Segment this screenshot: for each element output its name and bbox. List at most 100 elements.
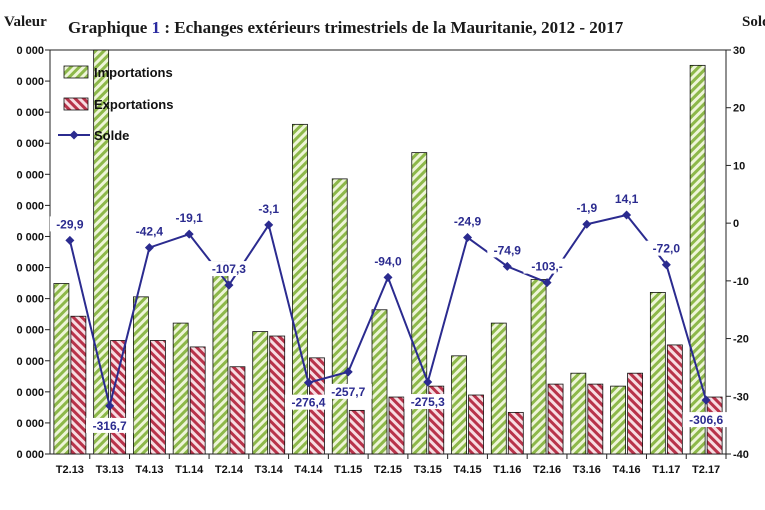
- x-tick-label: T1.15: [334, 464, 362, 476]
- right-tick-label: 0: [733, 218, 739, 230]
- data-label-bg: [682, 412, 730, 428]
- legend-export-label: Exportations: [94, 97, 173, 112]
- import-bar: [411, 152, 428, 455]
- data-label-bg: [49, 216, 90, 232]
- solde-data-label: -3,1: [258, 202, 279, 216]
- x-tick-label: T4.14: [294, 464, 323, 476]
- export-bar: [269, 335, 286, 455]
- solde-point: [343, 367, 353, 377]
- import-bar: [610, 385, 626, 455]
- x-tick-label: T3.16: [573, 464, 601, 476]
- solde-data-label: -107,3: [212, 262, 246, 276]
- x-tick-label: T4.15: [453, 464, 481, 476]
- solde-data-label: -276,4: [291, 396, 325, 410]
- solde-data-label: -275,3: [411, 395, 445, 409]
- right-tick-label: -10: [733, 276, 749, 288]
- data-label-bg: [252, 200, 286, 216]
- right-tick-label: 30: [733, 45, 745, 57]
- plot-area: 0 000 0 000 0 000 0 000 0 000 0 000 0 000 0 000…: [16, 45, 748, 476]
- export-bar: [348, 409, 365, 455]
- x-tick-label: T2.16: [533, 464, 561, 476]
- import-bar: [649, 291, 666, 455]
- data-label-bg: [447, 213, 488, 229]
- data-label-bg: [368, 253, 408, 269]
- solde-point: [463, 233, 473, 243]
- solde-point: [264, 220, 274, 230]
- left-axis-label: Valeur: [4, 14, 47, 30]
- legend-solde-label: Solde: [94, 128, 129, 143]
- legend-export-swatch: [63, 97, 89, 111]
- x-tick-label: T1.16: [493, 464, 521, 476]
- solde-data-label: -257,7: [331, 385, 365, 399]
- solde-point: [224, 280, 234, 290]
- x-tick-label: T1.14: [175, 464, 204, 476]
- solde-point: [542, 278, 552, 288]
- right-tick-label: -30: [733, 391, 749, 403]
- x-tick-label: T2.13: [56, 464, 84, 476]
- solde-data-label: -72,0: [653, 242, 681, 256]
- solde-point: [582, 219, 592, 229]
- right-tick-label: -20: [733, 334, 749, 346]
- left-tick-label: 0 000: [16, 449, 44, 461]
- left-tick-label: 0 000: [16, 76, 44, 88]
- x-tick-label: T3.14: [255, 464, 284, 476]
- data-label-bg: [487, 242, 528, 258]
- data-label-bg: [523, 258, 571, 274]
- import-bar: [689, 64, 706, 455]
- data-label-bg: [129, 223, 170, 239]
- import-bar: [133, 296, 149, 455]
- left-tick-label: 0 000: [16, 356, 44, 368]
- right-tick-label: -40: [733, 449, 749, 461]
- right-tick-label: 20: [733, 103, 745, 115]
- export-bar: [627, 372, 643, 455]
- data-label-bg: [86, 417, 134, 433]
- import-bar: [331, 178, 348, 455]
- x-tick-label: T4.13: [135, 464, 163, 476]
- right-tick-label: 10: [733, 160, 745, 172]
- left-tick-label: 0 000: [16, 138, 44, 150]
- left-tick-label: 0 000: [16, 231, 44, 243]
- solde-point: [65, 235, 75, 245]
- plot-frame: [49, 49, 727, 455]
- x-tick-label: T2.17: [692, 464, 720, 476]
- left-tick-label: 0 000: [16, 418, 44, 430]
- export-bar: [388, 396, 405, 455]
- left-tick-label: 0 000: [16, 107, 44, 119]
- import-bar: [212, 261, 229, 455]
- export-bar: [587, 383, 604, 455]
- solde-point: [383, 272, 393, 282]
- import-bar: [172, 322, 189, 455]
- import-bar: [371, 309, 388, 455]
- solde-data-label: -74,9: [494, 243, 522, 257]
- legend-solde-marker: [69, 130, 79, 140]
- data-label-bg: [610, 191, 643, 207]
- data-label-bg: [284, 394, 333, 410]
- export-bar: [110, 340, 127, 455]
- data-label-bg: [169, 210, 210, 226]
- solde-point: [502, 261, 512, 271]
- solde-data-label: -306,6: [689, 413, 723, 427]
- left-tick-label: 0 000: [16, 294, 44, 306]
- import-bar: [252, 331, 269, 455]
- export-bar: [189, 346, 206, 455]
- x-tick-label: T3.13: [96, 464, 124, 476]
- solde-data-label: -42,4: [136, 225, 164, 239]
- left-tick-label: 0 000: [16, 169, 44, 181]
- solde-point: [701, 395, 711, 405]
- chart-title: Graphique 1 : Echanges extérieurs trimes…: [68, 18, 623, 38]
- solde-data-label: 14,1: [615, 192, 639, 206]
- left-tick-label: 0 000: [16, 200, 44, 212]
- solde-data-label: -316,7: [93, 419, 127, 433]
- solde-point: [622, 210, 632, 220]
- solde-point: [303, 378, 313, 388]
- legend-import-label: Importations: [94, 65, 173, 80]
- solde-data-label: -24,9: [454, 215, 482, 229]
- export-bar: [666, 344, 683, 455]
- export-bar: [507, 411, 524, 455]
- import-bar: [570, 372, 587, 455]
- data-label-bg: [205, 261, 253, 277]
- export-bar: [150, 340, 166, 455]
- x-tick-label: T2.15: [374, 464, 402, 476]
- solde-data-label: -103,-: [531, 260, 562, 274]
- export-bar: [70, 315, 87, 455]
